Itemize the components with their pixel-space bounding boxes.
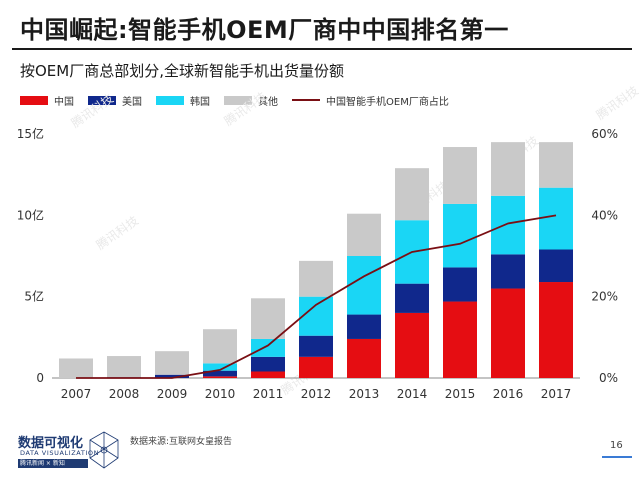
bar-segment-usa <box>347 314 381 339</box>
bar-segment-korea <box>347 256 381 315</box>
bar-segment-usa <box>491 254 525 289</box>
x-axis-tick-label: 2015 <box>445 387 476 401</box>
bar-segment-usa <box>155 374 189 378</box>
bar-segment-other <box>347 213 381 256</box>
bar-segment-other <box>203 329 237 364</box>
watermark-1: 腾讯科技 <box>221 89 269 129</box>
bar-segment-other <box>155 351 189 375</box>
data-visualization-logo: 数据可视化 DATA VISUALIZATION 腾讯新闻 × 新知 <box>14 428 124 472</box>
legend-swatch-korea <box>156 95 184 105</box>
bar-segment-other <box>107 356 141 378</box>
page-number-underline <box>602 456 632 458</box>
bar-segment-other <box>539 142 573 188</box>
x-axis-tick-label: 2010 <box>205 387 236 401</box>
bar-segment-china <box>443 301 477 378</box>
chart-legend: 中国 美国 韩国 其他 中国智能手机OEM厂商占比 <box>20 92 463 108</box>
legend-label-other: 其他 <box>258 96 278 108</box>
chart-subtitle: 按OEM厂商总部划分,全球新智能手机出货量份额 <box>20 62 344 80</box>
right-axis-tick-label: 20% <box>591 290 618 304</box>
legend-label-usa: 美国 <box>122 96 142 108</box>
legend-label-china: 中国 <box>54 96 74 108</box>
legend-label-share: 中国智能手机OEM厂商占比 <box>326 96 449 108</box>
x-axis-tick-label: 2007 <box>61 387 92 401</box>
bar-segment-usa <box>299 335 333 357</box>
bar-segment-china <box>347 338 381 378</box>
logo-title: 数据可视化 <box>18 436 84 451</box>
watermark-0: 腾讯科技 <box>68 91 116 131</box>
x-axis-tick-label: 2012 <box>301 387 332 401</box>
legend-swatch-usa <box>88 95 116 105</box>
x-axis-tick-label: 2016 <box>493 387 524 401</box>
bar-segment-other <box>299 260 333 297</box>
bar-segment-korea <box>443 203 477 268</box>
logo-brand-text: 腾讯新闻 × 新知 <box>20 460 65 467</box>
x-axis-tick-label: 2011 <box>253 387 284 401</box>
bar-segment-usa <box>251 356 285 372</box>
bar-segment-other <box>395 168 429 221</box>
legend-item-share-line: 中国智能手机OEM厂商占比 <box>292 93 449 108</box>
watermark-5: 腾讯科技 <box>593 83 641 123</box>
watermark-6: 腾讯科技 <box>93 213 141 253</box>
china-share-line <box>76 214 557 379</box>
logo-mesh-icon <box>89 431 119 469</box>
bar-segment-other <box>491 142 525 196</box>
logo-subtitle: DATA VISUALIZATION <box>20 449 100 457</box>
page-title: 中国崛起:智能手机OEM厂商中中国排名第一 <box>20 16 509 44</box>
legend-item-usa: 美国 <box>88 93 142 108</box>
bar-segment-china <box>251 371 285 378</box>
left-axis-tick-label: 15亿 <box>17 126 44 141</box>
legend-swatch-china <box>20 95 48 105</box>
x-axis-tick-label: 2017 <box>541 387 572 401</box>
stacked-bar-chart: 腾讯科技腾讯科技腾讯科技腾讯科技腾讯科技腾讯科技腾讯科技05亿10亿15亿0%2… <box>17 83 641 401</box>
bar-segment-usa <box>203 370 237 377</box>
legend-label-korea: 韩国 <box>190 96 210 108</box>
legend-item-korea: 韩国 <box>156 93 210 108</box>
bar-segment-other <box>251 298 285 339</box>
right-axis-tick-label: 40% <box>591 208 618 222</box>
bar-segment-china <box>395 312 429 378</box>
bar-segment-other <box>59 358 93 378</box>
left-axis-tick-label: 0 <box>36 371 44 385</box>
x-axis-tick-label: 2009 <box>157 387 188 401</box>
title-rule <box>12 48 632 50</box>
bar-segment-korea <box>203 363 237 371</box>
bar-segment-korea <box>251 338 285 357</box>
legend-item-china: 中国 <box>20 93 74 108</box>
bar-segment-usa <box>395 283 429 313</box>
x-axis-tick-label: 2013 <box>349 387 380 401</box>
bar-segment-china <box>491 288 525 378</box>
logo-brand-bar <box>18 459 88 468</box>
left-axis-tick-label: 5亿 <box>24 289 44 304</box>
x-axis-tick-label: 2014 <box>397 387 428 401</box>
bar-segment-china <box>203 376 237 378</box>
right-axis-tick-label: 0% <box>599 371 618 385</box>
legend-item-other: 其他 <box>224 93 278 108</box>
bar-segment-usa <box>443 267 477 302</box>
left-axis-tick-label: 10亿 <box>17 207 44 222</box>
bar-segment-korea <box>491 195 525 255</box>
bar-segment-korea <box>299 296 333 336</box>
data-source-note: 数据来源:互联网女皇报告 <box>130 437 233 447</box>
bar-segment-korea <box>539 187 573 250</box>
bar-segment-china <box>299 356 333 378</box>
bar-segment-usa <box>539 249 573 283</box>
page-number: 16 <box>610 440 623 451</box>
bar-segment-other <box>443 147 477 204</box>
legend-line-share <box>292 99 320 101</box>
x-axis-tick-label: 2008 <box>109 387 140 401</box>
right-axis-tick-label: 60% <box>591 127 618 141</box>
legend-swatch-other <box>224 95 252 105</box>
bar-segment-china <box>539 282 573 378</box>
